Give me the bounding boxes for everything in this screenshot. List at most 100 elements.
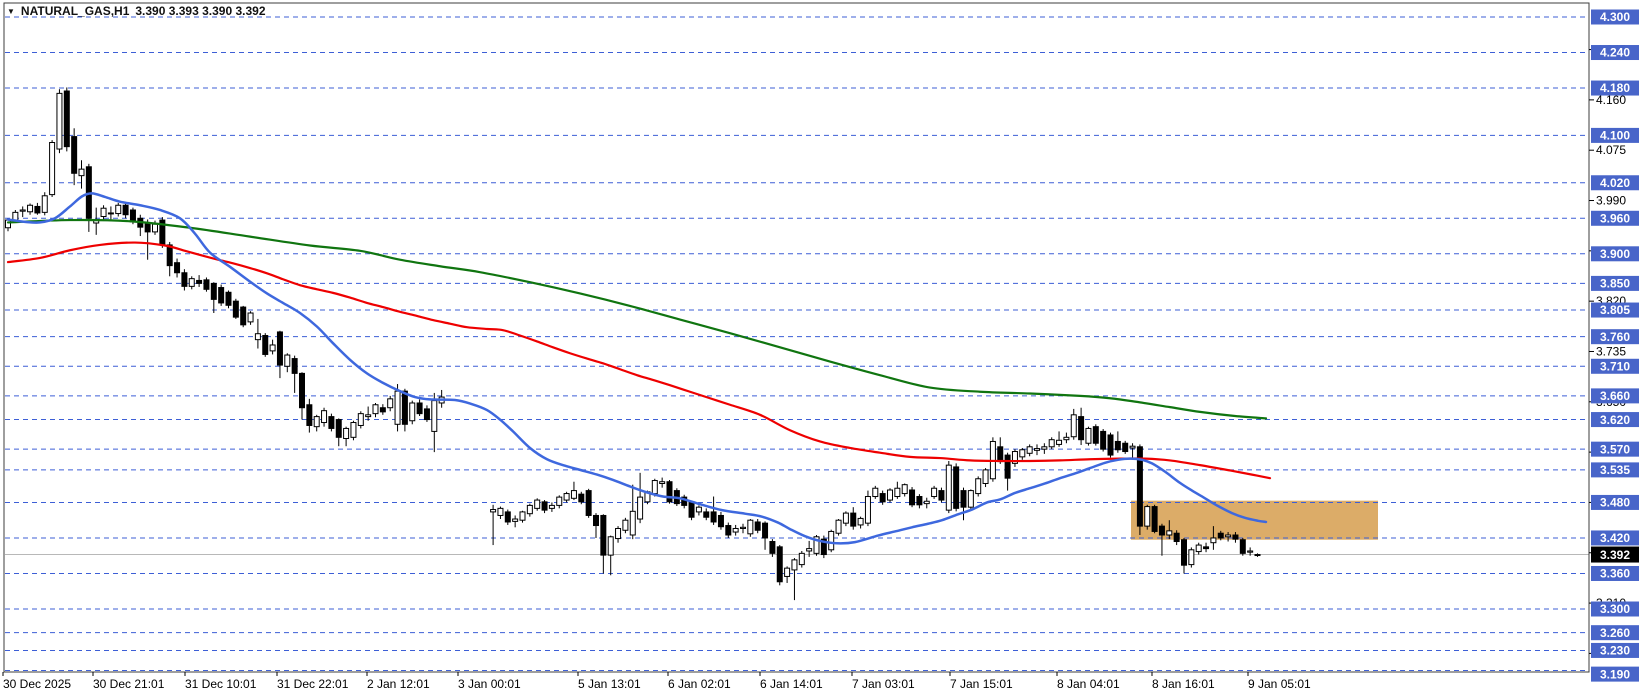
candle-body: [519, 511, 526, 521]
candle-body: [945, 464, 952, 511]
candle-body: [225, 291, 232, 306]
candle-body: [34, 205, 41, 214]
y-axis-level-badge-label: 3.230: [1600, 644, 1630, 658]
candle-body: [997, 446, 1004, 463]
candle-body: [1166, 530, 1173, 536]
y-axis-level-badge[interactable]: [1591, 127, 1639, 143]
candle-body: [1151, 506, 1158, 532]
y-axis-level-badge[interactable]: [1591, 329, 1639, 345]
candle-body: [695, 506, 702, 513]
x-axis-time-label: 7 Jan 03:01: [852, 677, 915, 691]
y-axis-level-badge[interactable]: [1591, 210, 1639, 226]
y-axis-price-label: 3.990: [1596, 194, 1626, 208]
y-axis-level-badge[interactable]: [1591, 642, 1639, 658]
candle-body: [5, 219, 11, 229]
y-axis-level-badge[interactable]: [1591, 45, 1639, 61]
candle-body: [688, 501, 695, 518]
candle-body: [1181, 539, 1187, 566]
candle-body: [122, 204, 129, 216]
x-axis-time-label: 2 Jan 12:01: [367, 677, 430, 691]
ma-fast-blue: [6, 192, 1268, 545]
symbol-expander-icon[interactable]: ▼: [7, 7, 15, 16]
y-axis-level-badge[interactable]: [1591, 412, 1639, 428]
y-axis-level-badge-label: 3.620: [1600, 413, 1630, 427]
candle-body: [894, 487, 901, 498]
y-axis-level-badge[interactable]: [1591, 666, 1639, 682]
candle-body: [666, 481, 673, 503]
candle-body: [953, 466, 960, 509]
candle-body: [12, 211, 19, 221]
candle-body: [1092, 426, 1099, 444]
candle-body: [769, 541, 776, 554]
y-axis-level-badge-label: 3.960: [1600, 211, 1630, 225]
y-axis-level-badge-label: 3.420: [1600, 531, 1630, 545]
candle-body: [585, 490, 592, 516]
candle-body: [357, 413, 364, 426]
y-axis: 4.2454.1604.0753.9903.9053.8203.7353.650…: [1589, 9, 1639, 682]
candle-body: [497, 507, 504, 516]
y-axis-price-label: 4.075: [1596, 143, 1626, 157]
candle-body: [842, 512, 849, 524]
candle-body: [1041, 446, 1048, 450]
candle-body: [806, 548, 813, 552]
x-axis-time-label: 9 Jan 05:01: [1248, 677, 1311, 691]
y-axis-level-badge[interactable]: [1591, 275, 1639, 291]
y-axis-level-badge[interactable]: [1591, 441, 1639, 457]
y-axis-level-badge-label: 4.300: [1600, 10, 1630, 24]
candle-body: [960, 490, 967, 508]
candle-body: [556, 496, 563, 506]
y-axis-level-badge[interactable]: [1591, 80, 1639, 96]
candle-body: [379, 407, 386, 413]
candle-body: [504, 511, 511, 523]
candle-body: [306, 404, 313, 426]
candle-body: [431, 400, 438, 432]
candle-body: [78, 168, 85, 177]
y-axis-level-badge[interactable]: [1591, 530, 1639, 546]
y-axis-level-badge[interactable]: [1591, 494, 1639, 510]
candle-body: [563, 493, 570, 501]
y-axis-level-badge[interactable]: [1591, 462, 1639, 478]
y-axis-level-badge[interactable]: [1591, 601, 1639, 617]
y-axis-level-badge[interactable]: [1591, 625, 1639, 641]
candle-body: [276, 331, 283, 366]
candle-body: [56, 92, 63, 150]
y-axis-level-badge[interactable]: [1591, 565, 1639, 581]
candle-body: [1173, 532, 1180, 543]
candle-body: [791, 559, 798, 571]
candle-body: [909, 489, 916, 506]
y-axis-level-badge-label: 3.660: [1600, 389, 1630, 403]
candle-body: [857, 517, 864, 526]
candle-body: [607, 536, 614, 556]
candle-body: [232, 300, 239, 318]
candle-body: [732, 527, 739, 533]
y-axis-level-badge[interactable]: [1591, 358, 1639, 374]
y-axis-price-label: 3.735: [1596, 344, 1626, 358]
candle-body: [188, 278, 195, 287]
y-axis-level-badge[interactable]: [1591, 302, 1639, 318]
candle-body: [931, 487, 938, 498]
candle-body: [365, 414, 372, 418]
candle-body: [129, 209, 136, 223]
candle-body: [63, 90, 70, 148]
y-axis-level-badge[interactable]: [1591, 246, 1639, 262]
candle-body: [27, 204, 34, 213]
candle-body: [1026, 446, 1033, 454]
y-axis-level-badge-label: 3.190: [1600, 667, 1630, 681]
horizontal-level-lines[interactable]: [5, 16, 1589, 671]
candle-body: [1195, 544, 1202, 553]
x-axis-time-label: 8 Jan 04:01: [1057, 677, 1120, 691]
candle-body: [901, 484, 908, 495]
candle-body: [1225, 534, 1232, 538]
ma-slow-green: [6, 218, 1268, 420]
y-axis-level-badge-label: 3.850: [1600, 277, 1630, 291]
y-axis-level-badge[interactable]: [1591, 175, 1639, 191]
candle-body: [1144, 506, 1151, 527]
candle-body: [725, 525, 732, 536]
candle-body: [1232, 534, 1239, 540]
y-axis-level-badge[interactable]: [1591, 9, 1639, 25]
candle-body: [416, 402, 423, 415]
y-axis-level-badge[interactable]: [1591, 388, 1639, 404]
